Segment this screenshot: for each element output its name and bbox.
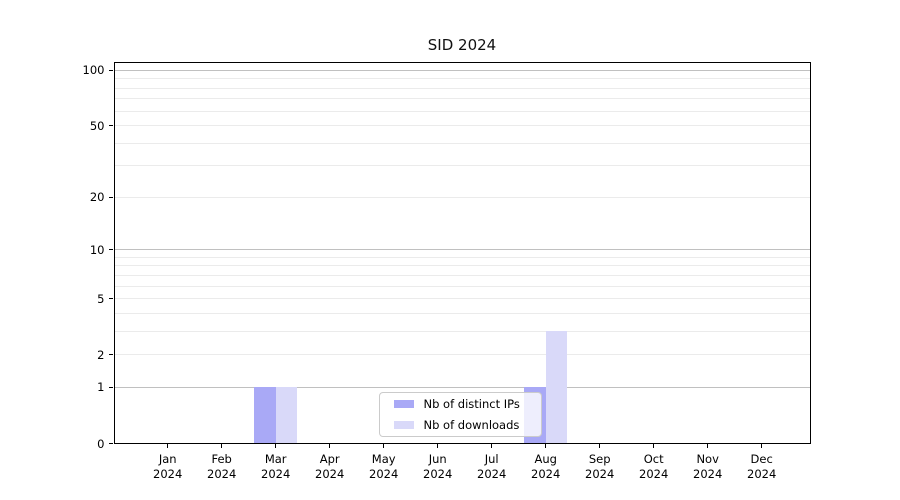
y-tick-label-5: 5 [97, 291, 105, 306]
gridline-minor-30 [113, 165, 811, 167]
x-tick-dec [761, 443, 763, 448]
y-tick-50 [108, 125, 113, 127]
x-tick-month-dec: Dec [750, 451, 773, 466]
x-tick-year-aug: 2024 [531, 466, 561, 481]
x-tick-month-aug: Aug [534, 451, 557, 466]
x-tick-month-feb: Feb [211, 451, 232, 466]
x-tick-month-jan: Jan [158, 451, 177, 466]
gridline-minor-3 [113, 330, 811, 332]
x-tick-year-apr: 2024 [315, 466, 345, 481]
x-tick-month-jul: Jul [484, 451, 499, 466]
bar-nb-of-distinct-ips-mar [254, 387, 276, 444]
y-tick-20 [108, 196, 113, 198]
bar-nb-of-downloads-aug [545, 331, 568, 444]
x-tick-label-jul: Jul 2024 [460, 452, 524, 482]
x-tick-label-oct: Oct 2024 [622, 452, 686, 482]
x-tick-label-apr: Apr 2024 [298, 452, 362, 482]
legend-label-downloads: Nb of downloads [423, 417, 520, 432]
x-tick-jul [491, 443, 493, 448]
gridline-minor-20 [113, 196, 811, 198]
x-tick-nov [707, 443, 709, 448]
legend-label-distinct-ips: Nb of distinct IPs [423, 396, 520, 411]
y-tick-label-100: 100 [82, 63, 105, 78]
legend: Nb of distinct IPs Nb of downloads [378, 392, 542, 437]
x-tick-apr [329, 443, 331, 448]
x-tick-year-jun: 2024 [423, 466, 453, 481]
gridline-minor-70 [113, 98, 811, 100]
y-tick-5 [108, 298, 113, 300]
x-tick-feb [221, 443, 223, 448]
x-tick-jan [167, 443, 169, 448]
x-tick-month-apr: Apr [319, 451, 340, 466]
x-tick-year-oct: 2024 [639, 466, 669, 481]
x-tick-year-sep: 2024 [585, 466, 615, 481]
gridline-major-10 [113, 249, 811, 251]
x-tick-label-may: May 2024 [352, 452, 416, 482]
x-tick-label-dec: Dec 2024 [730, 452, 794, 482]
x-tick-label-jan: Jan 2024 [136, 452, 200, 482]
x-tick-year-may: 2024 [369, 466, 399, 481]
y-tick-label-1: 1 [97, 380, 105, 395]
y-tick-label-10: 10 [89, 242, 105, 257]
x-tick-label-sep: Sep 2024 [568, 452, 632, 482]
x-tick-year-mar: 2024 [261, 466, 291, 481]
gridline-minor-60 [113, 110, 811, 112]
gridline-minor-7 [113, 274, 811, 276]
x-tick-sep [599, 443, 601, 448]
gridline-minor-50 [113, 125, 811, 127]
x-tick-mar [275, 443, 277, 448]
gridline-minor-9 [113, 256, 811, 258]
x-tick-year-jan: 2024 [153, 466, 183, 481]
y-tick-label-2: 2 [97, 347, 105, 362]
x-tick-label-nov: Nov 2024 [676, 452, 740, 482]
x-tick-label-mar: Mar 2024 [244, 452, 308, 482]
x-tick-may [383, 443, 385, 448]
legend-row-distinct-ips: Nb of distinct IPs [393, 396, 535, 413]
legend-swatch-distinct-ips [393, 400, 414, 408]
x-tick-month-nov: Nov [696, 451, 719, 466]
legend-row-downloads: Nb of downloads [393, 417, 535, 434]
x-tick-year-jul: 2024 [477, 466, 507, 481]
y-tick-2 [108, 354, 113, 356]
x-tick-aug [545, 443, 547, 448]
x-tick-month-jun: Jun [428, 451, 447, 466]
legend-swatch-downloads [393, 421, 414, 429]
x-tick-year-nov: 2024 [693, 466, 723, 481]
plot-area: Nb of distinct IPs Nb of downloads 100 50… [83, 62, 811, 481]
x-tick-year-feb: 2024 [207, 466, 237, 481]
x-tick-month-sep: Sep [588, 451, 611, 466]
y-tick-label-20: 20 [89, 190, 105, 205]
x-tick-oct [653, 443, 655, 448]
gridline-minor-80 [113, 87, 811, 89]
y-tick-100 [108, 69, 113, 71]
y-tick-10 [108, 249, 113, 251]
x-tick-month-oct: Oct [643, 451, 664, 466]
y-tick-1 [108, 386, 113, 389]
gridline-major-1 [113, 386, 811, 388]
x-tick-label-feb: Feb 2024 [190, 452, 254, 482]
x-tick-label-aug: Aug 2024 [514, 452, 578, 482]
x-tick-jun [437, 443, 439, 448]
gridline-minor-5 [113, 298, 811, 300]
gridline-minor-40 [113, 142, 811, 144]
y-tick-label-0: 0 [97, 436, 105, 451]
gridline-minor-2 [113, 354, 811, 356]
gridline-minor-90 [113, 78, 811, 80]
x-tick-label-jun: Jun 2024 [406, 452, 470, 482]
gridline-minor-8 [113, 265, 811, 267]
chart-title: SID 2024 [427, 36, 497, 54]
x-tick-year-dec: 2024 [747, 466, 777, 481]
bar-nb-of-downloads-mar [275, 387, 298, 444]
gridline-minor-4 [113, 312, 811, 314]
x-tick-month-mar: Mar [264, 451, 287, 466]
gridline-minor-6 [113, 285, 811, 287]
y-tick-label-50: 50 [89, 118, 105, 133]
x-tick-month-may: May [371, 451, 396, 466]
y-tick-0 [108, 442, 113, 445]
gridline-major-100 [113, 69, 811, 71]
